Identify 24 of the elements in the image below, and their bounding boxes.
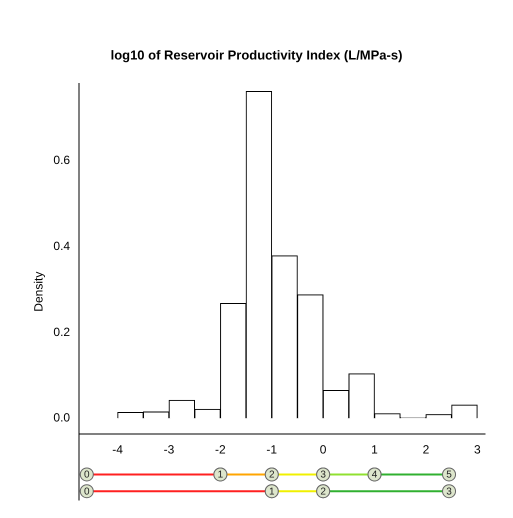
chart-title: log10 of Reservoir Productivity Index (L/MPa-s) [110,47,402,62]
y-tick-label: 0.2 [53,324,70,339]
x-tick-label: 0 [320,442,327,456]
y-tick-label: 0.6 [53,153,70,168]
x-tick-label: -4 [112,442,124,456]
x-tick-label: 3 [474,442,481,456]
annotation: 2 [320,486,326,498]
annotation: 3 [320,470,326,481]
annotation: 4 [372,470,378,481]
annotation: 2 [268,470,275,481]
x-tick-label: -3 [164,442,175,456]
y-tick-label: 0.4 [53,238,70,253]
annotation: 0 [84,486,90,498]
y-axis-title: Density [32,272,46,312]
annotation: 0 [84,470,90,481]
x-tick-label: -2 [215,442,226,456]
annotation: 1 [268,486,275,498]
x-tick-label: -1 [266,442,278,456]
y-tick-label: 0.0 [53,410,70,425]
annotation: 1 [218,470,224,481]
x-tick-label: 1 [371,442,378,456]
annotation: 5 [446,470,452,481]
annotation: 3 [446,486,452,498]
x-tick-label: 2 [422,442,430,456]
